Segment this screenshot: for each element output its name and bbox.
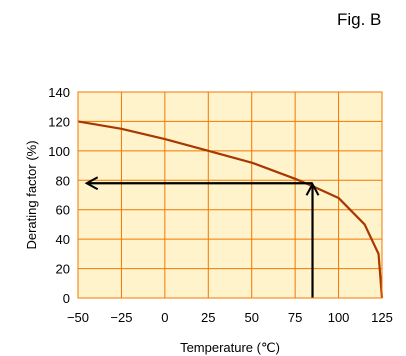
y-tick-labels: 0 20 40 60 80 100 120 140: [48, 85, 70, 306]
x-tick-label: 125: [371, 310, 393, 325]
x-tick-label: −50: [67, 310, 89, 325]
x-axis-label: Temperature (℃): [180, 340, 280, 355]
x-tick-label: 100: [328, 310, 350, 325]
figure-label: Fig. B: [337, 10, 382, 29]
y-tick-label: 120: [48, 114, 70, 129]
y-tick-label: 80: [56, 173, 70, 188]
y-tick-label: 0: [63, 291, 70, 306]
x-tick-label: 0: [161, 310, 168, 325]
x-tick-label: 50: [244, 310, 258, 325]
annotation-arrows: [87, 183, 313, 298]
y-tick-label: 40: [56, 232, 70, 247]
y-axis-label: Derating factor (%): [24, 140, 39, 249]
y-tick-label: 100: [48, 144, 70, 159]
x-tick-labels: −50 −25 0 25 50 75 100 125: [67, 310, 393, 325]
y-tick-label: 140: [48, 85, 70, 100]
x-tick-label: −25: [110, 310, 132, 325]
y-tick-label: 20: [56, 262, 70, 277]
y-tick-label: 60: [56, 203, 70, 218]
x-tick-label: 75: [288, 310, 302, 325]
plot-area: [78, 92, 382, 298]
plot-border: [77, 91, 383, 299]
x-tick-label: 25: [201, 310, 215, 325]
